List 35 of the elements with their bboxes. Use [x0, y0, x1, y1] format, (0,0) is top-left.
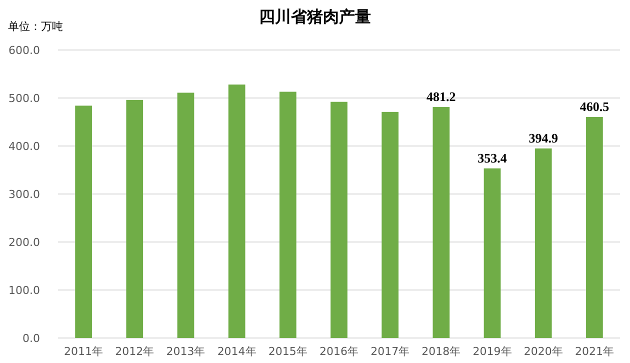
bar	[382, 112, 399, 338]
bar	[534, 148, 552, 338]
chart-title: 四川省猪肉产量	[259, 7, 371, 26]
x-tick-label: 2019年	[472, 345, 512, 358]
x-tick-label: 2014年	[217, 345, 256, 358]
bar	[126, 100, 144, 338]
data-label: 394.9	[528, 130, 558, 146]
bar	[330, 102, 348, 338]
y-tick-label: 300.0	[8, 188, 40, 201]
x-tick-label: 2015年	[268, 345, 308, 358]
data-label: 481.2	[426, 89, 456, 104]
bar	[75, 106, 92, 338]
y-tick-label: 200.0	[8, 236, 40, 249]
y-tick-label: 500.0	[8, 92, 40, 105]
y-axis-title: 单位：万吨	[8, 20, 63, 33]
x-tick-label: 2017年	[370, 345, 410, 358]
y-tick-label: 100.0	[8, 284, 40, 297]
y-tick-label: 0.0	[22, 332, 40, 345]
x-tick-label: 2018年	[422, 345, 461, 358]
x-tick-label: 2020年	[524, 345, 563, 358]
x-tick-label: 2016年	[320, 345, 358, 358]
x-tick-label: 2012年	[115, 345, 154, 358]
bar	[484, 168, 501, 338]
x-tick-label: 2011年	[64, 345, 104, 358]
x-tick-label: 2013年	[166, 345, 206, 358]
y-tick-label: 600.0	[8, 44, 40, 57]
bar	[432, 107, 450, 338]
data-label: 353.4	[478, 150, 508, 166]
x-tick-label: 2021年	[574, 345, 614, 358]
data-label: 460.5	[580, 98, 610, 114]
bar	[279, 92, 296, 338]
bar	[177, 92, 194, 338]
bar	[586, 116, 603, 338]
bar	[228, 84, 246, 338]
y-tick-label: 400.0	[8, 140, 40, 153]
